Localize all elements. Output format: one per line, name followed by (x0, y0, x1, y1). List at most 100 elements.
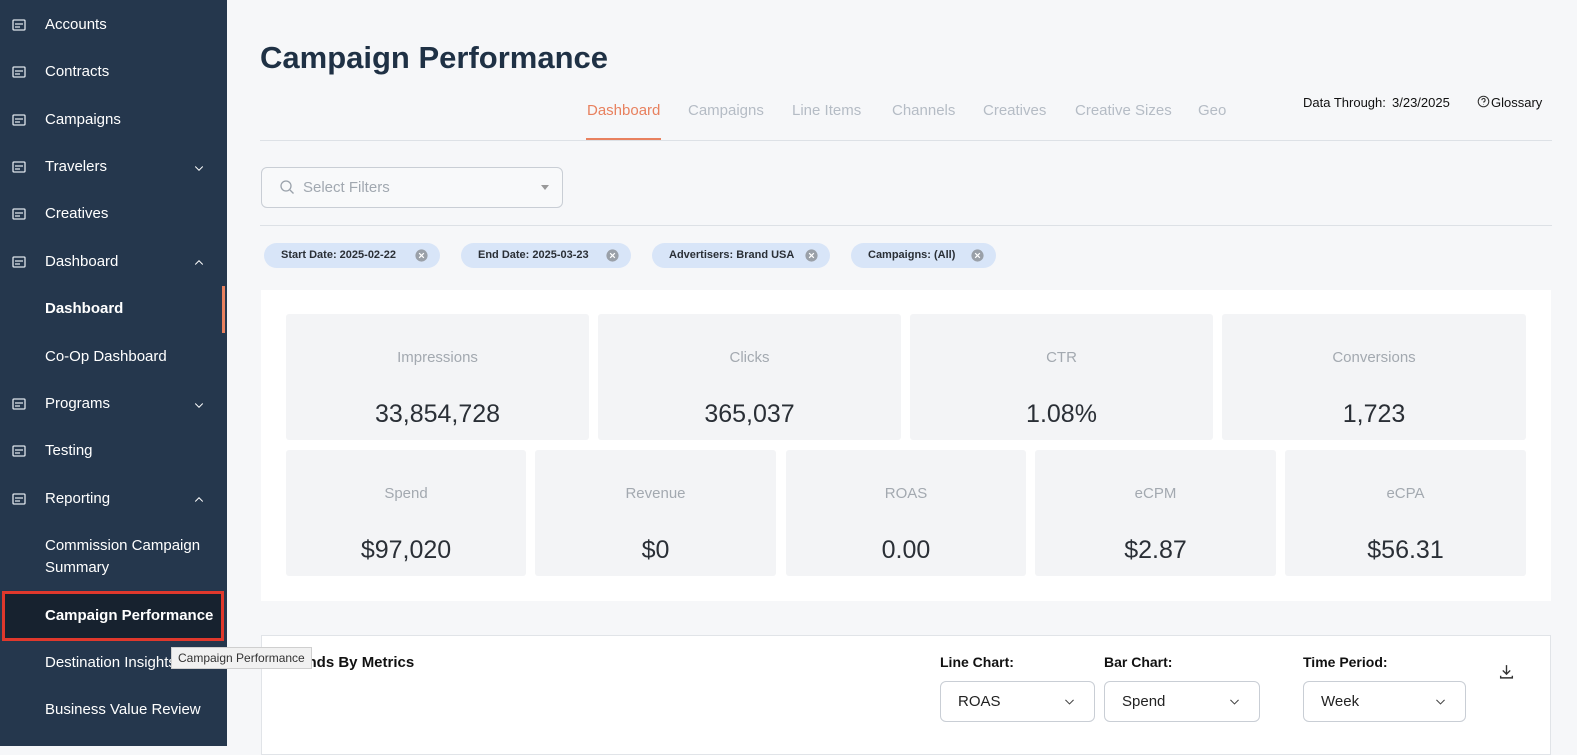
metric-card: Conversions 1,723 (1222, 314, 1526, 440)
chevron (193, 161, 205, 173)
nav-icon (11, 396, 27, 412)
icon-svg (12, 445, 26, 457)
control-label: Time Period: (1303, 654, 1388, 670)
icon-svg (12, 208, 26, 220)
metric-label: ROAS (884, 485, 928, 502)
filter-chip[interactable]: Start Date: 2025-02-22 (264, 243, 440, 268)
tab-underline (586, 138, 661, 140)
icon-svg (12, 256, 26, 268)
nav-item[interactable]: Travelers (45, 158, 107, 175)
tab[interactable]: Creatives (983, 102, 1047, 119)
header-rule (260, 140, 1552, 141)
chip-remove (804, 248, 819, 263)
metric-label: Impressions (397, 349, 478, 366)
metric-card: Clicks 365,037 (598, 314, 901, 440)
icon-svg (194, 260, 204, 265)
dropdown-caret (541, 185, 549, 190)
glossary-link[interactable]: Glossary (1491, 95, 1543, 110)
tab[interactable]: Geo (1198, 102, 1227, 119)
icon-svg (194, 497, 204, 502)
trends-title: Trends By Metrics (285, 654, 415, 671)
nav-item[interactable]: Business Value Review (45, 701, 201, 718)
icon-svg (1436, 699, 1445, 705)
chip-label: Start Date: 2025-02-22 (281, 249, 396, 261)
icon-svg (805, 249, 818, 262)
metric-label: eCPA (1386, 485, 1425, 502)
metric-label: CTR (1046, 349, 1077, 366)
chip-label: Advertisers: Brand USA (669, 249, 795, 261)
nav-item[interactable]: Creatives (45, 205, 109, 222)
nav-item[interactable]: Dashboard (45, 253, 119, 270)
icon-svg (606, 249, 619, 262)
metric-value: 365,037 (704, 400, 795, 428)
nav-item[interactable]: Co-Op Dashboard (45, 348, 167, 365)
chevron (193, 256, 205, 268)
filter-select[interactable]: Select Filters (261, 167, 563, 208)
tooltip: Campaign Performance (171, 647, 312, 669)
select-chevron (1063, 695, 1076, 708)
metric-card: Revenue $0 (535, 450, 776, 576)
control-select[interactable]: Spend (1104, 681, 1260, 722)
select-value: ROAS (958, 693, 1001, 710)
metric-value: $56.31 (1367, 536, 1444, 564)
section-indicator (222, 286, 225, 333)
chevron (193, 493, 205, 505)
nav-item[interactable]: Destination Insights (45, 654, 176, 671)
tab[interactable]: Dashboard (587, 102, 661, 119)
filter-chip[interactable]: Campaigns: (All) (851, 243, 996, 268)
metric-value: $2.87 (1124, 536, 1187, 564)
metric-label: Revenue (625, 485, 686, 502)
nav-item[interactable]: Contracts (45, 63, 110, 80)
nav-icon (11, 112, 27, 128)
download-icon (1498, 663, 1515, 680)
tab[interactable]: Creative Sizes (1075, 102, 1172, 119)
icon-svg (12, 114, 26, 126)
metric-card: CTR 1.08% (910, 314, 1213, 440)
chip-remove (970, 248, 985, 263)
active-item[interactable] (2, 591, 224, 641)
chip-label: End Date: 2025-03-23 (478, 249, 589, 261)
icon-svg (415, 249, 428, 262)
nav-item[interactable]: Accounts (45, 16, 107, 33)
metric-card: eCPM $2.87 (1035, 450, 1276, 576)
nav-item[interactable]: Dashboard (45, 300, 124, 317)
metric-value: 33,854,728 (374, 400, 501, 428)
tab[interactable]: Campaigns (688, 102, 764, 119)
metric-card: Spend $97,020 (286, 450, 526, 576)
metric-card: ROAS 0.00 (786, 450, 1026, 576)
control-select[interactable]: Week (1303, 681, 1466, 722)
icon-svg (1499, 665, 1514, 679)
nav-item[interactable]: Commission Campaign Summary (45, 537, 201, 576)
nav-item[interactable]: Testing (45, 442, 93, 459)
metric-card: Impressions 33,854,728 (286, 314, 589, 440)
filter-chip[interactable]: End Date: 2025-03-23 (461, 243, 631, 268)
chip-remove (605, 248, 620, 263)
icon-svg (12, 19, 26, 31)
sidebar: Accounts Contracts Campaigns Travelers Creat… (0, 0, 227, 746)
filter-chip[interactable]: Advertisers: Brand USA (652, 243, 830, 268)
metric-value: $97,020 (360, 536, 452, 564)
chip-remove (414, 248, 429, 263)
icon-svg (12, 161, 26, 173)
nav-item[interactable]: Programs (45, 395, 111, 412)
nav-item[interactable]: Campaigns (45, 111, 121, 128)
nav-item[interactable]: Reporting (45, 490, 111, 507)
nav-icon (11, 64, 27, 80)
metric-value: 1.08% (1026, 400, 1097, 428)
tab[interactable]: Channels (892, 102, 956, 119)
icon-svg (194, 403, 204, 408)
nav-icon (11, 17, 27, 33)
tab[interactable]: Line Items (792, 102, 862, 119)
select-value: Week (1321, 693, 1360, 710)
nav-icon (11, 443, 27, 459)
filter-rule (260, 225, 1552, 226)
control-select[interactable]: ROAS (940, 681, 1095, 722)
metric-label: Conversions (1332, 349, 1416, 366)
nav-item[interactable]: Campaign Performance (45, 607, 214, 624)
icon-svg (280, 180, 294, 194)
page-title: Campaign Performance (260, 40, 608, 75)
control-label: Line Chart: (940, 654, 1014, 670)
select-chevron (1228, 695, 1241, 708)
metric-card: eCPA $56.31 (1285, 450, 1526, 576)
